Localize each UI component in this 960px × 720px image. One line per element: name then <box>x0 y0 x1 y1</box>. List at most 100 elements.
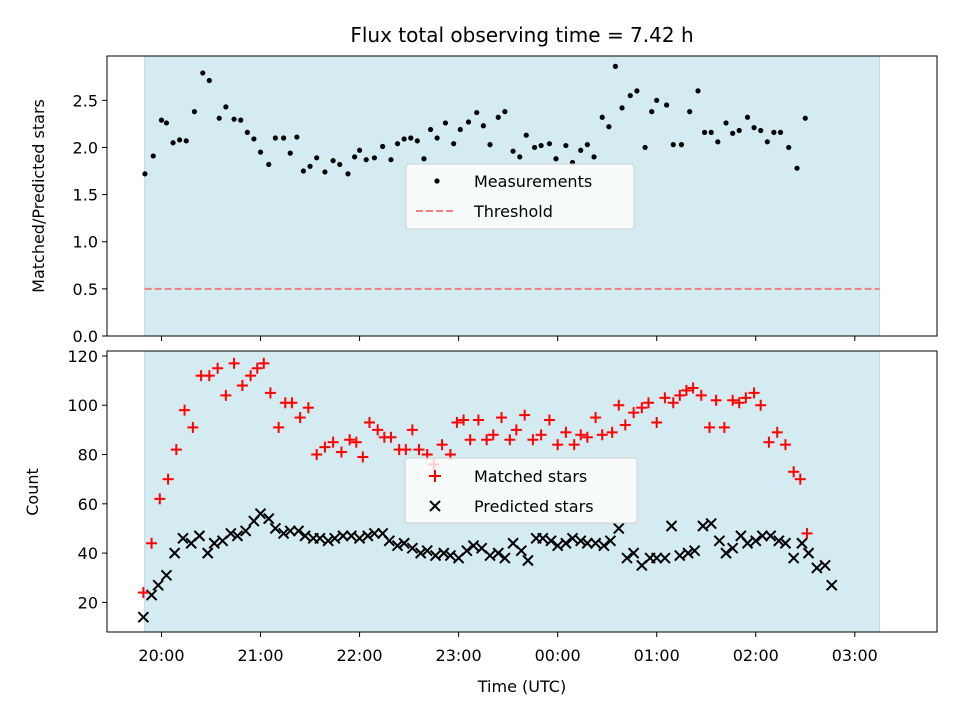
measurement-point <box>678 142 685 148</box>
predicted-star-point <box>414 547 427 559</box>
matched-star-point <box>504 434 516 446</box>
measurement-point <box>223 104 229 110</box>
legend-matched-marker <box>429 470 441 482</box>
matched-star-point <box>413 444 425 456</box>
predicted-star-point <box>444 549 457 562</box>
x-tick-label: 23:00 <box>436 646 482 665</box>
matched-star-point <box>733 397 745 409</box>
predicted-star-point <box>826 579 838 591</box>
matched-star-point <box>687 382 699 394</box>
matched-star-point <box>273 421 285 433</box>
measurement-point <box>465 119 472 125</box>
measurement-point <box>231 116 237 122</box>
matched-star-point <box>703 421 715 433</box>
y-tick-label: 0.5 <box>73 280 98 299</box>
predicted-star-point <box>421 544 433 557</box>
measurement-point <box>619 105 625 111</box>
matched-star-point <box>755 399 767 411</box>
measurement-point <box>715 139 721 145</box>
predicted-stars-points <box>137 507 838 623</box>
predicted-star-point <box>787 552 800 564</box>
predicted-star-point <box>705 517 717 530</box>
matched-star-point <box>674 389 686 401</box>
matched-star-point <box>535 429 547 441</box>
predicted-star-point <box>713 535 726 547</box>
measurement-point <box>394 141 401 147</box>
matched-star-point <box>642 397 654 409</box>
matched-star-point <box>552 439 564 451</box>
measurement-point <box>538 142 544 149</box>
matched-star-point <box>495 412 507 424</box>
predicted-star-point <box>560 537 572 549</box>
measurement-point <box>670 142 676 148</box>
y-tick-label: 20 <box>78 593 98 612</box>
x-tick-label: 20:00 <box>138 646 184 665</box>
matched-star-point <box>619 419 631 431</box>
measurement-point <box>388 157 394 163</box>
matched-star-point <box>228 357 240 369</box>
predicted-star-point <box>329 532 341 545</box>
matched-star-point <box>771 426 783 438</box>
matched-star-point <box>763 436 775 448</box>
measurement-point <box>200 70 206 76</box>
measurement-point <box>744 114 751 120</box>
predicted-star-point <box>811 562 823 574</box>
predicted-star-point <box>566 532 579 545</box>
matched-star-point <box>154 493 166 505</box>
y-tick-label: 120 <box>67 347 98 366</box>
matched-star-point <box>406 424 418 436</box>
measurement-point <box>414 138 420 144</box>
predicted-star-point <box>802 547 815 559</box>
predicted-star-point <box>773 535 785 547</box>
matched-star-point <box>464 434 476 446</box>
bottom-panel-y-ticks: 20 40 60 80 100 120 <box>67 347 107 612</box>
measurement-point <box>150 153 156 159</box>
matched-star-point <box>590 412 602 424</box>
matched-star-point <box>568 439 580 451</box>
matched-star-point <box>659 392 671 404</box>
predicted-star-point <box>322 535 334 547</box>
matched-star-point <box>451 416 463 428</box>
y-tick-label: 1.5 <box>73 186 98 205</box>
y-tick-label: 80 <box>78 446 98 465</box>
measurement-point <box>251 136 257 142</box>
predicted-star-point <box>604 535 617 547</box>
measurement-point <box>177 137 183 143</box>
predicted-star-point <box>391 540 404 552</box>
measurement-point <box>599 114 605 120</box>
predicted-star-point <box>581 537 594 549</box>
matched-star-point <box>236 380 248 392</box>
bottom-legend-box <box>404 457 638 524</box>
predicted-star-point <box>269 522 282 535</box>
measurement-point <box>300 168 307 174</box>
matched-star-point <box>680 384 692 396</box>
measurement-point <box>786 144 792 151</box>
predicted-star-point <box>650 552 663 564</box>
legend-measurements-marker <box>434 178 440 184</box>
measurement-point <box>642 144 648 151</box>
matched-star-point <box>258 357 270 369</box>
measurement-point <box>163 120 170 126</box>
measurement-point <box>487 142 493 148</box>
measurement-point <box>563 142 569 149</box>
measurement-point <box>794 165 800 171</box>
predicted-star-point <box>152 579 164 591</box>
matched-star-point <box>543 414 555 426</box>
predicted-star-point <box>688 544 701 557</box>
predicted-star-point <box>467 540 480 552</box>
measurement-point <box>307 163 313 169</box>
measurement-point <box>442 120 449 126</box>
y-tick-label: 100 <box>67 396 98 415</box>
matched-star-point <box>146 537 158 549</box>
matched-star-point <box>363 416 375 428</box>
y-tick-label: 2.0 <box>73 138 98 157</box>
predicted-star-point <box>499 552 511 564</box>
predicted-star-point <box>177 532 189 545</box>
predicted-star-point <box>545 535 557 547</box>
matched-star-point <box>748 387 760 399</box>
measurement-point <box>170 140 176 146</box>
matched-star-point <box>264 387 276 399</box>
matched-star-point <box>350 436 362 448</box>
bottom-panel-x-ticks: 20:00 21:00 22:00 23:00 00:00 01:00 02:00 03:00 <box>138 632 878 665</box>
measurement-point <box>272 135 278 141</box>
